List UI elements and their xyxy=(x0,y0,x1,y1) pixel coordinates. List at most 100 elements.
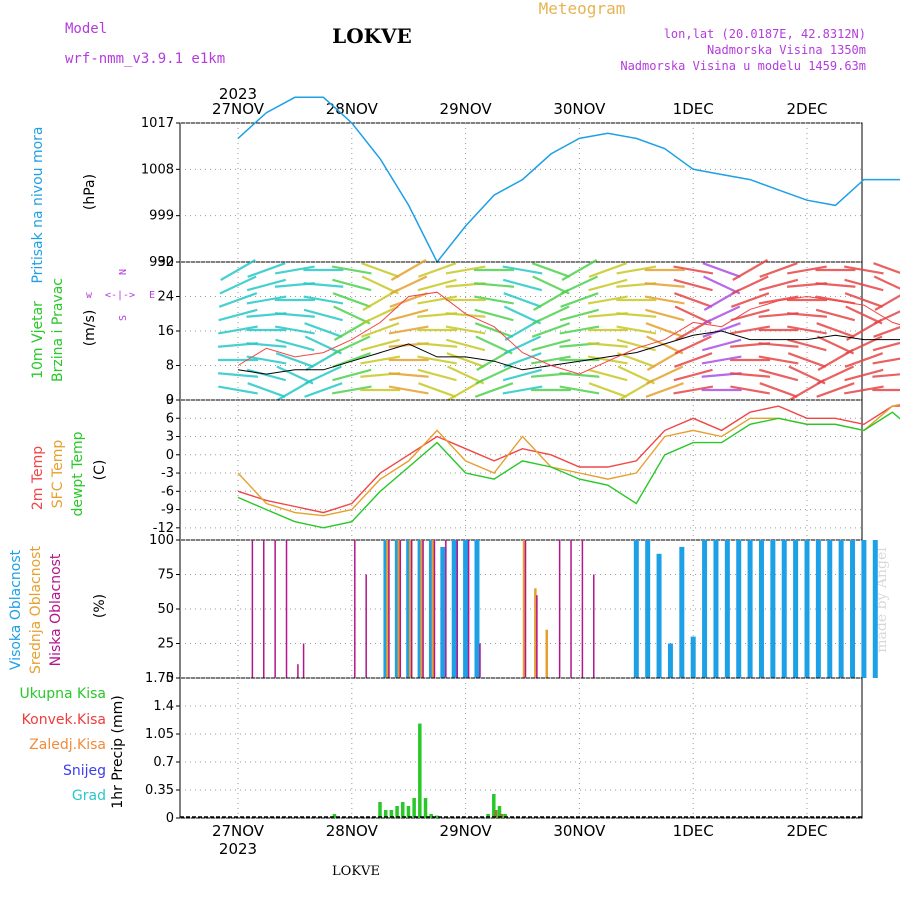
date-label-bottom-5: 2DEC xyxy=(786,822,827,840)
wind-barb xyxy=(787,338,827,352)
precip-panel: 0 0.35 0.7 1.05 1.4 1.75 xyxy=(145,671,863,826)
cloud-legend-low: Niska Oblacnost xyxy=(48,553,64,666)
date-label-top-0: 27NOV xyxy=(212,100,265,118)
wind-barb xyxy=(730,385,770,395)
p-cloud-ytick-label: 25 xyxy=(157,637,174,652)
wind-barb xyxy=(389,308,429,322)
cloud-bar-2 xyxy=(524,540,527,678)
wind-barb xyxy=(475,335,513,355)
wind-barb xyxy=(390,259,427,281)
wind-barb xyxy=(247,382,286,398)
wind-barb xyxy=(730,308,770,322)
wind-barb xyxy=(873,310,900,325)
wind-barb xyxy=(587,295,628,305)
pressure-legend: Pritisak na nivou mora xyxy=(30,126,46,283)
wind-barb xyxy=(844,278,884,292)
cloud-bar-1 xyxy=(534,588,537,678)
cloud-bar-0 xyxy=(451,540,457,678)
precip-bar-0 xyxy=(401,802,405,818)
temp-legend-sfc: SFC Temp xyxy=(50,440,66,509)
wind-barb xyxy=(246,355,287,365)
wind-barb xyxy=(474,382,514,398)
wind-barb xyxy=(331,265,372,275)
wind-barb xyxy=(559,308,600,322)
precip-bar-2 xyxy=(494,810,498,818)
wind-barb xyxy=(872,341,900,352)
wind-barb xyxy=(730,325,770,335)
cloud-bar-0 xyxy=(463,540,469,678)
wind-panel: 0 8 16 24 32 xyxy=(157,255,900,408)
p-cloud-ytick-label: 50 xyxy=(157,602,174,617)
wind-barb xyxy=(474,308,514,322)
cloud-bar-2 xyxy=(274,540,276,678)
wind-barb xyxy=(388,385,429,395)
wind-barb xyxy=(844,292,884,308)
p-pressure-ytick-label: 1008 xyxy=(141,162,174,177)
wind-barb xyxy=(559,385,600,395)
wind-barb xyxy=(276,365,314,385)
cloud-bar-2 xyxy=(399,540,402,678)
wind-barb xyxy=(417,262,457,278)
wind-barb xyxy=(303,295,344,305)
wind-barb xyxy=(758,355,799,365)
p-pressure-ytick-label: 1017 xyxy=(141,116,174,131)
cloud-bar-0 xyxy=(667,643,673,678)
wind-barb xyxy=(417,342,458,348)
p-temp-ytick-label: 3 xyxy=(166,430,174,445)
wind-barb xyxy=(587,342,628,348)
meteogram-title: Meteogram xyxy=(539,0,626,18)
p-temp-ytick-label: -6 xyxy=(161,484,174,499)
cloud-bar-2 xyxy=(365,574,367,678)
wind-barb xyxy=(702,262,741,278)
wind-barb xyxy=(361,322,400,338)
cloud-bar-0 xyxy=(713,540,719,678)
wind-barb xyxy=(217,372,259,378)
p-precip-ytick-label: 0.7 xyxy=(153,755,174,770)
cloud-bar-0 xyxy=(417,540,423,678)
wind-barb xyxy=(758,278,799,292)
precip-bar-0 xyxy=(332,814,337,818)
p-precip-ytick-label: 1.4 xyxy=(153,699,174,714)
wind-barb xyxy=(246,368,287,382)
p-cloud-ytick-label: 75 xyxy=(157,568,174,583)
compass-s: S xyxy=(118,315,129,321)
compass-center: <-|-> xyxy=(105,290,135,301)
top-year: 2023 xyxy=(219,85,257,103)
wind-barb xyxy=(247,262,286,278)
altitude-text: Nadmorska Visina 1350m xyxy=(707,43,866,57)
wind-barb xyxy=(275,338,315,352)
wind-barb xyxy=(218,308,258,322)
cloud-bar-0 xyxy=(804,540,810,678)
wind-barb xyxy=(873,262,900,274)
p-cloud-ytick-label: 0 xyxy=(166,671,174,686)
compass-n: N xyxy=(118,269,129,275)
wind-barb xyxy=(388,325,429,335)
cloud-bar-2 xyxy=(593,574,595,678)
wind-barb xyxy=(532,305,570,325)
wind-barb xyxy=(758,295,799,305)
wind-barb xyxy=(333,335,371,355)
wind-barb xyxy=(360,338,400,352)
wind-barb xyxy=(759,382,798,398)
cloud-bar-0 xyxy=(838,540,844,678)
wind-barb xyxy=(617,352,656,368)
wind-gust-line xyxy=(237,291,900,375)
wind-barb xyxy=(844,352,884,368)
wind-barb xyxy=(588,278,628,292)
wind-barb xyxy=(417,295,458,305)
wind-barb xyxy=(503,352,542,368)
p-precip-ytick-label: 0 xyxy=(166,811,174,826)
wind-unit: (m/s) xyxy=(82,310,98,347)
wind-barb xyxy=(218,325,258,335)
wind-barb xyxy=(531,262,571,278)
cloud-bar-2 xyxy=(445,540,447,678)
wind-barb xyxy=(445,265,486,275)
precip-legend-grad: Grad xyxy=(72,788,106,804)
wind-barb xyxy=(787,352,827,368)
wind-barb xyxy=(304,365,342,385)
wind-barb xyxy=(559,325,600,335)
precip-bar-0 xyxy=(486,814,490,818)
temp-dew-line xyxy=(237,411,900,529)
wind-barb xyxy=(388,372,429,378)
cloud-bar-0 xyxy=(440,546,446,678)
